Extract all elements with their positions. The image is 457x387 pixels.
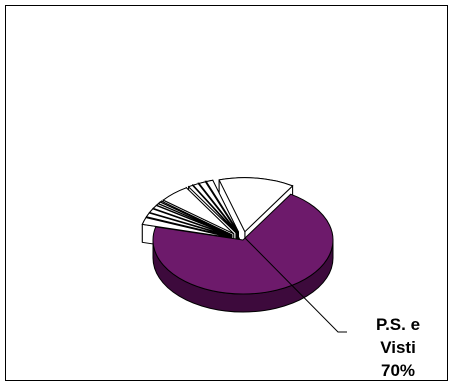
data-label-line-1: P.S. e — [376, 315, 420, 334]
pie-slice-main — [152, 193, 334, 295]
pie-slice-6 — [162, 187, 235, 235]
pie-slice-1 — [218, 177, 294, 233]
pie-slice-4 — [192, 183, 238, 233]
pie-slice-5 — [187, 184, 237, 234]
pie-slice-12 — [145, 212, 231, 238]
data-label-line-2: Visti — [380, 338, 416, 357]
pie-slice-2 — [205, 179, 239, 233]
data-label-line-3: 70% — [381, 361, 415, 380]
leader-line — [244, 237, 347, 333]
pie-slices-front — [152, 193, 334, 313]
pie-slice-13 — [141, 217, 230, 238]
pie-slice-3 — [198, 181, 238, 233]
